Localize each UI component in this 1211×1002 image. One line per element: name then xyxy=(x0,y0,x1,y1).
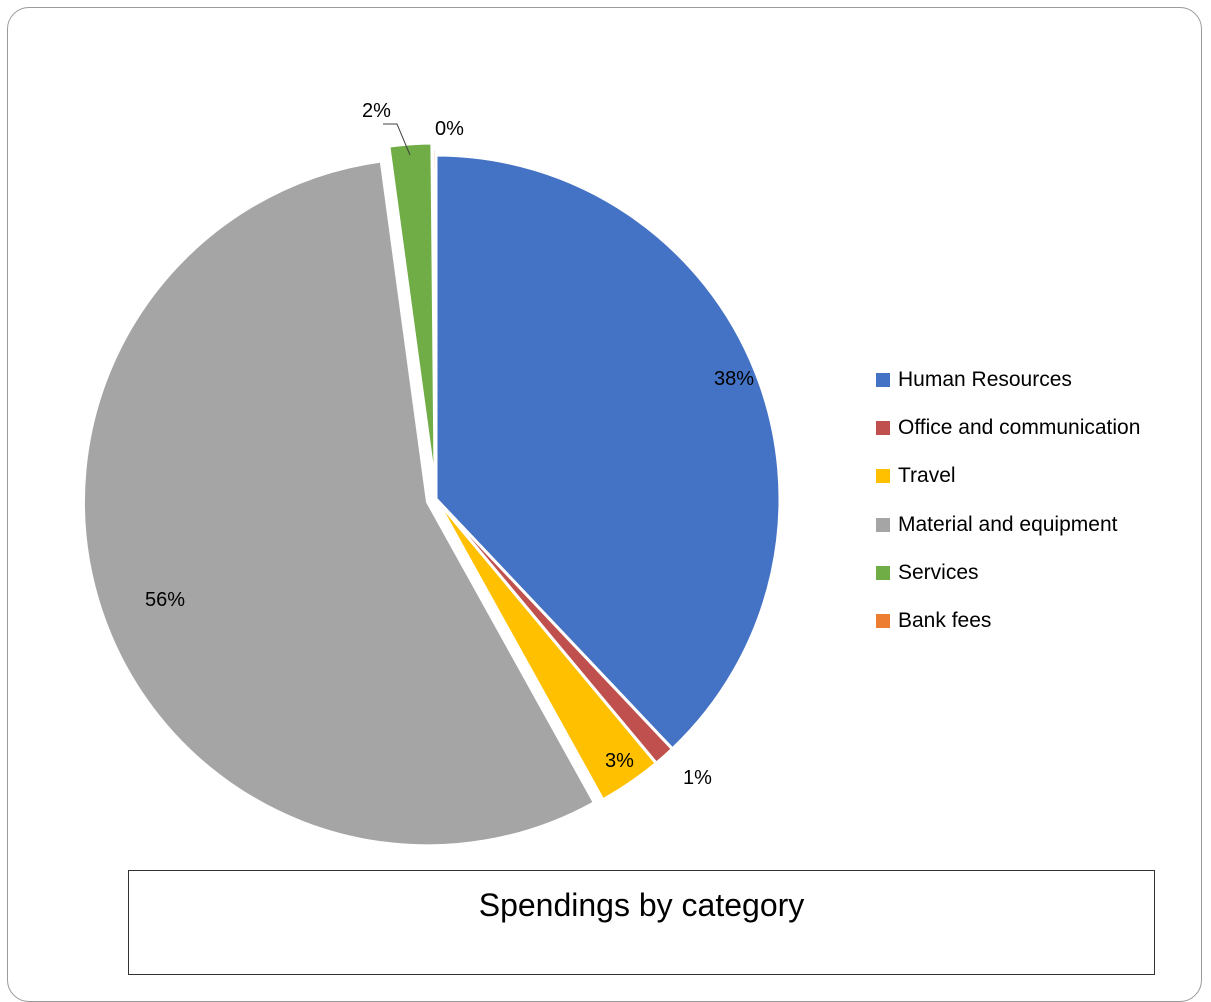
legend-swatch-office-and-communication xyxy=(876,421,890,436)
pie-slice-bank-fees xyxy=(431,147,438,495)
legend-swatch-bank-fees xyxy=(876,613,890,628)
data-label-material-and-equipment: 56% xyxy=(145,589,185,611)
chart-title: Spendings by category xyxy=(478,887,805,923)
data-label-human-resources: 38% xyxy=(714,368,754,390)
chart-title-box: Spendings by category xyxy=(128,870,1155,975)
legend-item-travel: Travel xyxy=(876,464,1140,488)
legend-swatch-material-and-equipment xyxy=(876,517,890,532)
legend-label-material-and-equipment: Material and equipment xyxy=(898,512,1118,536)
data-label-travel: 3% xyxy=(605,750,634,772)
leader-line-services xyxy=(383,123,411,156)
data-label-office-and-communication: 1% xyxy=(683,767,712,789)
legend-label-human-resources: Human Resources xyxy=(898,368,1072,391)
legend-swatch-travel xyxy=(876,469,890,484)
legend-label-travel: Travel xyxy=(898,464,956,488)
data-label-services: 2% xyxy=(362,100,391,122)
legend-swatch-services xyxy=(876,565,890,580)
legend-label-services: Services xyxy=(898,560,979,584)
legend-label-bank-fees: Bank fees xyxy=(898,608,992,632)
pie-slice-human-resources xyxy=(434,153,782,751)
legend-item-bank-fees: Bank fees xyxy=(876,609,1140,633)
data-label-bank-fees: 0% xyxy=(435,118,464,140)
legend-item-services: Services xyxy=(876,561,1140,585)
legend-item-material-and-equipment: Material and equipment xyxy=(876,513,1140,537)
legend-item-human-resources: Human Resources xyxy=(876,368,1140,392)
legend-label-office-and-communication: Office and communication xyxy=(898,416,1141,440)
pie-slice-material-and-equipment xyxy=(81,159,596,848)
legend-swatch-human-resources xyxy=(876,373,890,387)
legend: Human Resources Office and communication… xyxy=(876,368,1140,657)
pie-slice-services xyxy=(387,141,437,489)
pie-slice-travel xyxy=(434,497,658,802)
legend-item-office-and-communication: Office and communication xyxy=(876,416,1140,440)
